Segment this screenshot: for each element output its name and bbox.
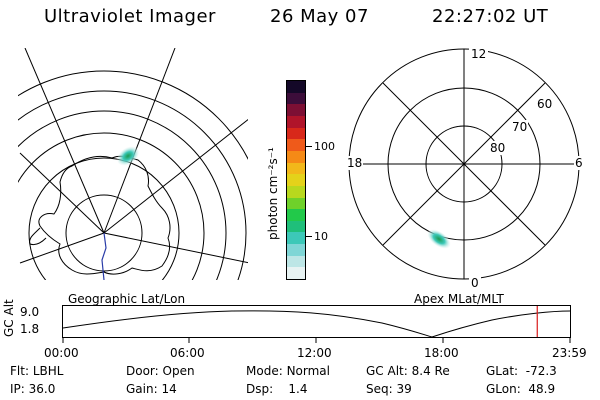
- aurora-emission-polar: [427, 229, 451, 249]
- latitude-circles: [18, 70, 248, 280]
- altitude-timeline-plot: [62, 305, 571, 343]
- instrument-title: Ultraviolet Imager: [44, 6, 216, 27]
- mlt-label-12: 12: [469, 47, 489, 61]
- mlat-label-60: 60: [536, 97, 554, 111]
- colorbar-tick-100: [306, 146, 312, 147]
- colorbar-segment: [287, 209, 305, 221]
- mlt-label-0: 0: [469, 276, 481, 290]
- timeline-xtick-0000: 00:00: [44, 346, 79, 360]
- timeline-xtick-0600: 06:00: [170, 346, 205, 360]
- colorbar-segment: [287, 185, 305, 198]
- colorbar-segment: [287, 81, 305, 93]
- colorbar-segment: [287, 244, 305, 256]
- colorbar-segment: [287, 104, 305, 117]
- status-gc-alt: GC Alt: 8.4 Re: [366, 364, 450, 378]
- status-door: Door: Open: [126, 364, 195, 378]
- antarctica-coastline: [38, 155, 171, 275]
- color-scale-bar: [286, 80, 306, 280]
- mlt-label-18: 18: [346, 156, 364, 170]
- colorbar-segment: [287, 197, 305, 210]
- status-gain: Gain: 14: [126, 382, 177, 396]
- status-dsp: Dsp: 1.4: [246, 382, 308, 396]
- colorbar-segment: [287, 150, 305, 163]
- status-mode: Mode: Normal: [246, 364, 330, 378]
- mlt-label-6: 6: [574, 156, 584, 170]
- colorbar-segment: [287, 127, 305, 140]
- timeline-xticks: [62, 338, 571, 343]
- colorbar-segment: [287, 116, 305, 128]
- time-label: 22:27:02 UT: [432, 6, 549, 27]
- colorbar-segment: [287, 232, 305, 245]
- longitude-lines: [19, 48, 248, 264]
- altitude-curve: [62, 310, 571, 338]
- mlat-label-80: 80: [489, 141, 507, 155]
- timeline-ytick-low: 1.8: [20, 322, 40, 336]
- mlt-diagonal-b: [382, 82, 546, 246]
- colorbar-unit-label: photon cm⁻²s⁻¹: [266, 147, 280, 240]
- status-glon: GLon: 48.9: [486, 382, 556, 396]
- timeline-frame: [62, 305, 571, 338]
- colorbar-segment: [287, 162, 305, 175]
- colorbar-segment: [287, 139, 305, 151]
- satellite-ground-track: [101, 232, 107, 281]
- geo-map-caption: Geographic Lat/Lon: [68, 292, 186, 306]
- status-glat: GLat: -72.3: [486, 364, 557, 378]
- colorbar-segment: [287, 174, 305, 186]
- timeline-ytick-high: 9.0: [20, 305, 40, 319]
- status-filter: Flt: LBHL: [10, 364, 64, 378]
- aurora-emission-geo: [117, 146, 139, 166]
- colorbar-segment: [287, 267, 305, 279]
- geographic-map: [18, 48, 248, 281]
- mlat-label-70: 70: [511, 120, 529, 134]
- peninsula-outline: [29, 227, 47, 245]
- timeline-ylabel: GC Alt: [2, 299, 16, 337]
- status-ip: IP: 36.0: [10, 382, 56, 396]
- timeline-xtick-1800: 18:00: [424, 346, 459, 360]
- timeline-xtick-1200: 12:00: [297, 346, 332, 360]
- colorbar-segment: [287, 92, 305, 105]
- colorbar-segment: [287, 255, 305, 268]
- colorbar-tick-10: [306, 236, 312, 237]
- date-label: 26 May 07: [270, 6, 369, 27]
- colorbar-label-100: 100: [314, 140, 335, 153]
- timeline-xtick-2359: 23:59: [552, 346, 587, 360]
- status-seq: Seq: 39: [366, 382, 412, 396]
- colorbar-segment: [287, 220, 305, 233]
- polar-plot-caption: Apex MLat/MLT: [414, 292, 504, 306]
- magnetic-polar-plot: [348, 48, 580, 280]
- colorbar-label-10: 10: [314, 230, 328, 243]
